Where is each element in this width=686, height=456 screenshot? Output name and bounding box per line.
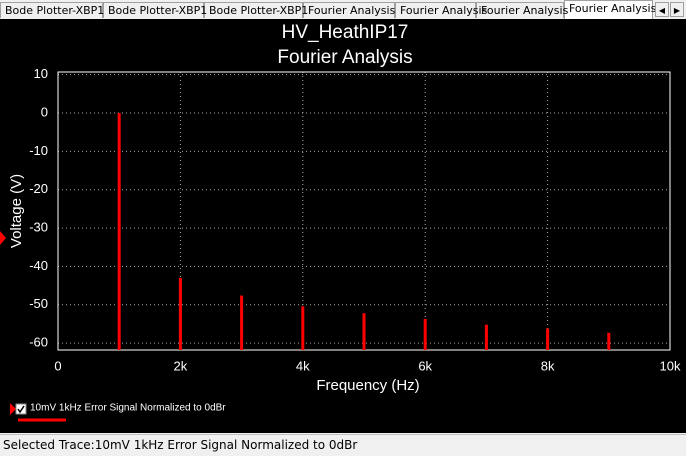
y-axis-label: Voltage (V) [8, 174, 25, 248]
legend-check [17, 405, 25, 414]
bar [301, 306, 305, 350]
chart-subtitle: Fourier Analysis [277, 47, 412, 68]
y-tick-label: 10 [34, 66, 48, 81]
tab[interactable]: Bode Plotter-XBP1 [0, 2, 104, 18]
y-tick-label: -30 [29, 220, 48, 235]
tab[interactable]: Bode Plotter-XBP1 [204, 2, 308, 18]
bar [423, 318, 427, 350]
chart: HV_HeathIP17 Fourier Analysis Frequency … [0, 19, 686, 433]
bar [484, 324, 488, 350]
x-tick-label: 0 [54, 358, 61, 373]
bar [240, 295, 244, 350]
y-tick-label: -60 [29, 335, 48, 350]
cursor-marker [0, 231, 6, 245]
tab[interactable]: Fourier Analysis [395, 2, 487, 18]
y-tick-label: -40 [29, 258, 48, 273]
x-axis-label: Frequency (Hz) [316, 377, 419, 394]
chart-background [0, 19, 686, 433]
x-tick-label: 2k [174, 358, 188, 373]
bar [546, 328, 550, 350]
status-bar: Selected Trace:10mV 1kHz Error Signal No… [0, 434, 686, 455]
bar [362, 313, 366, 350]
x-tick-label: 6k [418, 358, 432, 373]
chart-title: HV_HeathIP17 [282, 22, 409, 43]
tab[interactable]: Fourier Analysis [303, 2, 395, 18]
x-tick-label: 8k [541, 358, 555, 373]
y-tick-label: -50 [29, 296, 48, 311]
scroll-left[interactable]: ◀ [655, 2, 669, 17]
bar [178, 277, 182, 350]
x-tick-label: 10k [660, 358, 681, 373]
legend-label: 10mV 1kHz Error Signal Normalized to 0dB… [30, 403, 226, 414]
y-tick-label: -20 [29, 181, 48, 196]
x-tick-label: 4k [296, 358, 310, 373]
bar [117, 113, 121, 351]
tab-bar: Fourier Analysis Fourier Analysis Fourier … [0, 0, 686, 20]
scroll-right[interactable]: ▶ [670, 2, 684, 17]
tab[interactable]: Bode Plotter-XBP1 [103, 2, 207, 18]
legend-checkbox[interactable] [15, 403, 27, 415]
bar [607, 332, 611, 350]
y-tick-label: 0 [41, 104, 48, 119]
y-tick-label: -10 [29, 143, 48, 158]
tab[interactable]: Fourier Analysis [476, 2, 568, 18]
tab[interactable]: Fourier Analysis [564, 0, 656, 19]
trace-marker [10, 403, 16, 415]
